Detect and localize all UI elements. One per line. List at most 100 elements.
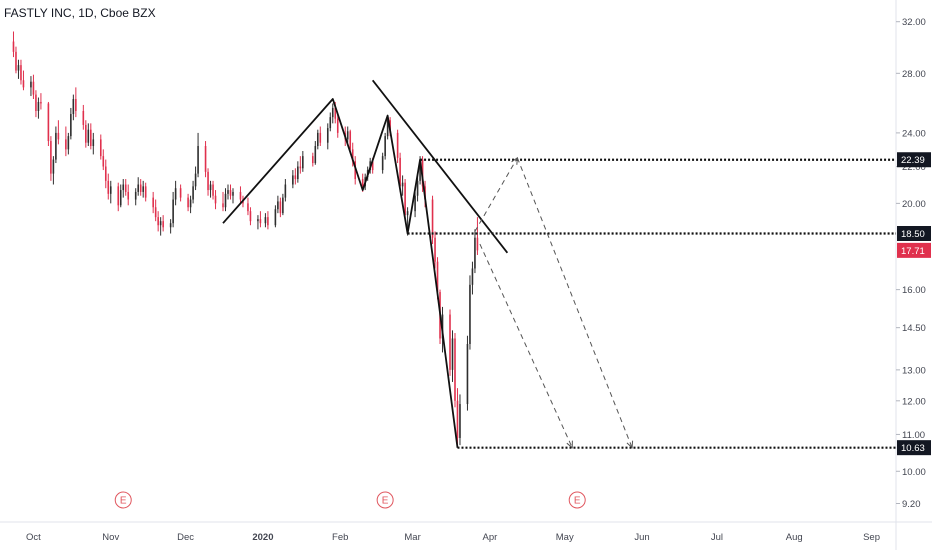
candle-body — [179, 188, 182, 198]
candle-body — [197, 146, 199, 174]
projection-arrow-line[interactable] — [474, 157, 518, 232]
time-tick-label: Sep — [863, 532, 880, 543]
price-tick-label: 28.00 — [902, 69, 926, 80]
current-price-tag: 17.71 — [901, 246, 925, 257]
candle-body — [414, 195, 416, 212]
price-tick-label: 14.50 — [902, 323, 926, 334]
candle-body — [331, 107, 334, 118]
candle-body — [75, 98, 77, 111]
candle-body — [144, 186, 147, 198]
candle-body — [349, 131, 352, 150]
price-tick-label: 32.00 — [902, 17, 926, 28]
earnings-marker-icon[interactable] — [376, 491, 394, 509]
time-tick-label: Jun — [634, 532, 649, 543]
candle-body — [471, 268, 474, 285]
candles-layer — [12, 31, 479, 448]
candle-body — [247, 203, 249, 212]
candle-body — [282, 197, 284, 214]
time-tick-label: Nov — [102, 532, 119, 543]
earnings-marker-label: E — [120, 496, 127, 507]
candle-body — [172, 199, 174, 224]
price-axis[interactable]: 32.00 28.00 24.00 22.00 20.00 16.00 14.50 13.00… — [896, 17, 931, 510]
candle-body — [239, 191, 242, 200]
candle-body — [152, 197, 154, 208]
price-tag-label-bg — [897, 152, 931, 168]
candle-body — [257, 219, 259, 222]
pattern-polyline[interactable] — [222, 98, 459, 448]
projection-arrow-line[interactable] — [479, 243, 573, 448]
candle-body — [72, 98, 75, 115]
price-tick-label: 24.00 — [902, 128, 926, 139]
candle-body — [319, 132, 322, 143]
price-tick-label: 13.00 — [902, 365, 926, 376]
candle-body — [37, 101, 40, 111]
time-tick-label: 2020 — [252, 532, 273, 543]
earnings-marker-icon[interactable] — [114, 491, 132, 509]
candle-body — [17, 65, 20, 71]
candle-body — [466, 343, 469, 405]
candle-body — [52, 159, 55, 174]
candle-body — [169, 223, 172, 228]
candle-body — [107, 180, 110, 194]
candle-body — [47, 103, 50, 142]
candle-body — [154, 207, 157, 218]
descending-trendline[interactable] — [371, 79, 509, 254]
candle-body — [137, 184, 140, 192]
candle-body — [406, 211, 409, 216]
candle-body — [384, 136, 386, 157]
candle-body — [99, 139, 102, 157]
price-tick-label: 9.20 — [902, 499, 921, 510]
candle-body — [361, 179, 364, 187]
candle-body — [314, 146, 317, 164]
candle-body — [12, 41, 15, 52]
price-tick-label: 16.00 — [902, 285, 926, 296]
candle-body — [326, 128, 329, 143]
time-tick-label: Aug — [786, 532, 803, 543]
candle-body — [32, 81, 35, 95]
candle-body — [85, 124, 87, 143]
candle-body — [194, 173, 197, 187]
candle-body — [259, 219, 262, 224]
candle-body — [139, 184, 142, 192]
time-axis[interactable]: Oct Nov Dec 2020 Feb Mar Apr May Jun Jul Aug Sep — [26, 532, 880, 543]
price-tick-label: 12.00 — [902, 396, 926, 407]
candle-body — [469, 284, 471, 344]
candle-body — [416, 180, 419, 196]
candle-body — [459, 404, 461, 438]
candle-body — [124, 184, 127, 192]
candle-body — [67, 136, 70, 150]
candle-body — [35, 94, 37, 111]
candle-body — [102, 156, 105, 167]
candle-body — [55, 132, 57, 160]
candle-body — [297, 166, 299, 180]
candle-body — [15, 51, 17, 71]
candle-body — [174, 188, 177, 200]
candle-body — [50, 141, 52, 174]
candle-body — [431, 199, 434, 238]
projection-arrow-line[interactable] — [516, 157, 633, 448]
price-tag-label-bg — [897, 440, 931, 456]
candle-body — [214, 195, 217, 204]
time-tick-label: Oct — [26, 532, 41, 543]
drawings-layer[interactable] — [222, 79, 896, 449]
projection-arrow-head — [626, 440, 634, 449]
candle-body — [302, 156, 304, 169]
candle-body — [476, 237, 479, 251]
candle-body — [187, 197, 189, 208]
time-tick-label: Feb — [332, 532, 348, 543]
candle-body — [371, 161, 374, 171]
candle-body — [381, 156, 384, 171]
candle-body — [312, 156, 314, 164]
candle-body — [209, 184, 212, 191]
candle-body — [436, 261, 439, 293]
candle-body — [70, 114, 72, 137]
earnings-marker-label: E — [574, 496, 581, 507]
candle-body — [292, 175, 294, 185]
candle-body — [92, 139, 95, 147]
candle-body — [82, 110, 85, 125]
earnings-marker-icon[interactable] — [568, 491, 586, 509]
candle-body — [134, 191, 137, 200]
